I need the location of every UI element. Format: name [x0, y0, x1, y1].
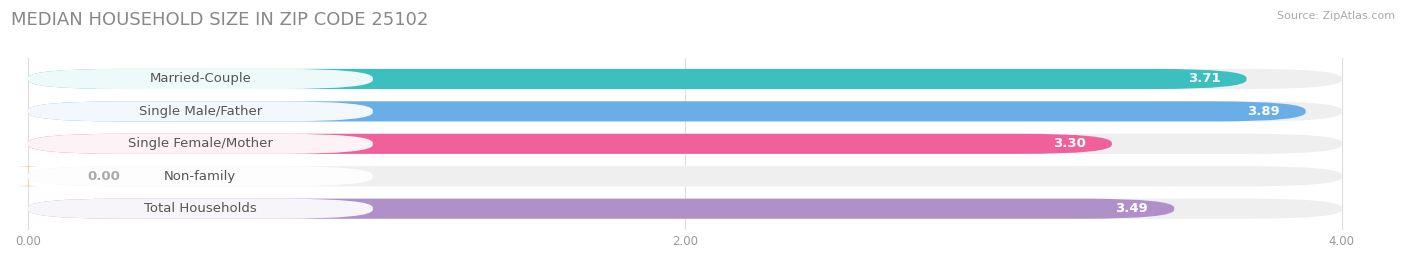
Text: 3.89: 3.89 [1247, 105, 1279, 118]
Text: 3.49: 3.49 [1115, 202, 1147, 215]
FancyBboxPatch shape [28, 134, 1341, 154]
FancyBboxPatch shape [28, 134, 1112, 154]
FancyBboxPatch shape [28, 166, 1341, 186]
Text: Total Households: Total Households [143, 202, 257, 215]
FancyBboxPatch shape [28, 166, 373, 186]
Text: 3.30: 3.30 [1053, 137, 1085, 150]
Text: 0.00: 0.00 [87, 170, 120, 183]
FancyBboxPatch shape [28, 134, 373, 154]
FancyBboxPatch shape [11, 166, 45, 186]
FancyBboxPatch shape [28, 69, 1247, 89]
Text: Single Female/Mother: Single Female/Mother [128, 137, 273, 150]
Text: Married-Couple: Married-Couple [149, 72, 252, 85]
Text: 3.71: 3.71 [1188, 72, 1220, 85]
FancyBboxPatch shape [28, 199, 1174, 219]
FancyBboxPatch shape [28, 199, 1341, 219]
Text: Single Male/Father: Single Male/Father [139, 105, 262, 118]
Text: MEDIAN HOUSEHOLD SIZE IN ZIP CODE 25102: MEDIAN HOUSEHOLD SIZE IN ZIP CODE 25102 [11, 11, 429, 29]
FancyBboxPatch shape [28, 69, 1341, 89]
Text: Non-family: Non-family [165, 170, 236, 183]
FancyBboxPatch shape [28, 69, 373, 89]
FancyBboxPatch shape [28, 101, 1306, 121]
FancyBboxPatch shape [28, 101, 373, 121]
FancyBboxPatch shape [28, 101, 1341, 121]
FancyBboxPatch shape [28, 199, 373, 219]
Text: Source: ZipAtlas.com: Source: ZipAtlas.com [1277, 11, 1395, 21]
